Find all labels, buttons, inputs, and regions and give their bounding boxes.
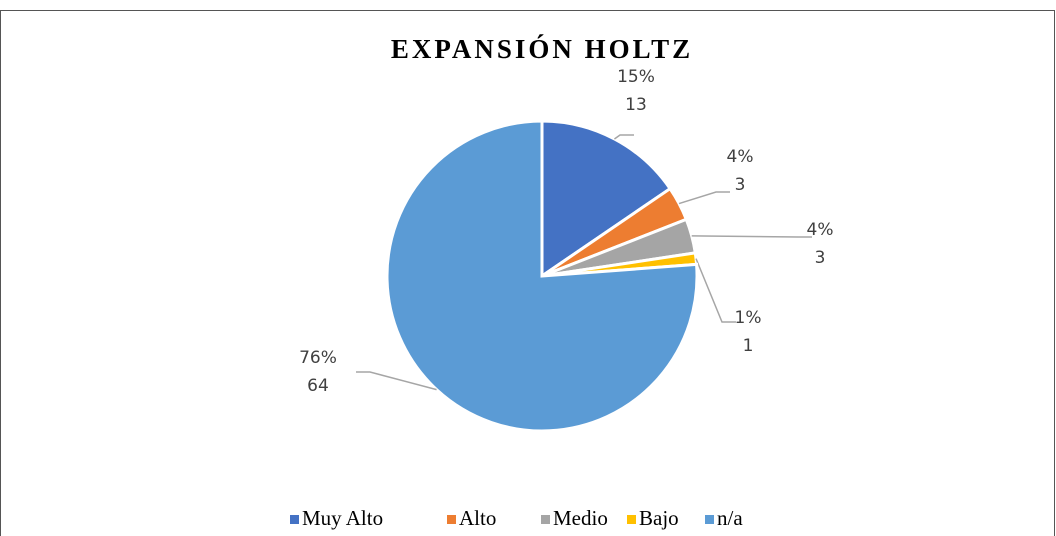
data-label: 3	[735, 175, 746, 195]
legend-label: n/a	[717, 506, 743, 530]
leader-line	[613, 134, 634, 140]
legend-marker	[627, 515, 636, 524]
data-label-percent: 4%	[727, 147, 754, 167]
leader-line	[678, 191, 730, 205]
legend-label: Alto	[459, 506, 496, 530]
legend-marker	[290, 515, 299, 524]
legend-marker	[541, 515, 550, 524]
data-label: 64	[307, 376, 329, 396]
data-label-percent: 1%	[735, 308, 762, 328]
legend-label: Bajo	[639, 506, 679, 530]
pie-slice	[540, 119, 673, 279]
chart-title: EXPANSIÓN HOLTZ	[391, 34, 693, 64]
data-label-percent: 76%	[299, 348, 337, 368]
leader-line	[695, 258, 736, 323]
legend-marker	[447, 515, 456, 524]
legend-marker	[705, 515, 714, 524]
leader-line	[356, 371, 437, 391]
data-label: 13	[625, 95, 647, 115]
data-label: 3	[815, 248, 826, 268]
pie-slice	[385, 119, 699, 433]
data-label: 1	[743, 336, 754, 356]
legend-label: Medio	[553, 506, 608, 530]
data-label-percent: 4%	[807, 220, 834, 240]
leader-line	[691, 235, 812, 238]
data-label-percent: 15%	[617, 67, 655, 87]
legend-label: Muy Alto	[302, 506, 383, 530]
